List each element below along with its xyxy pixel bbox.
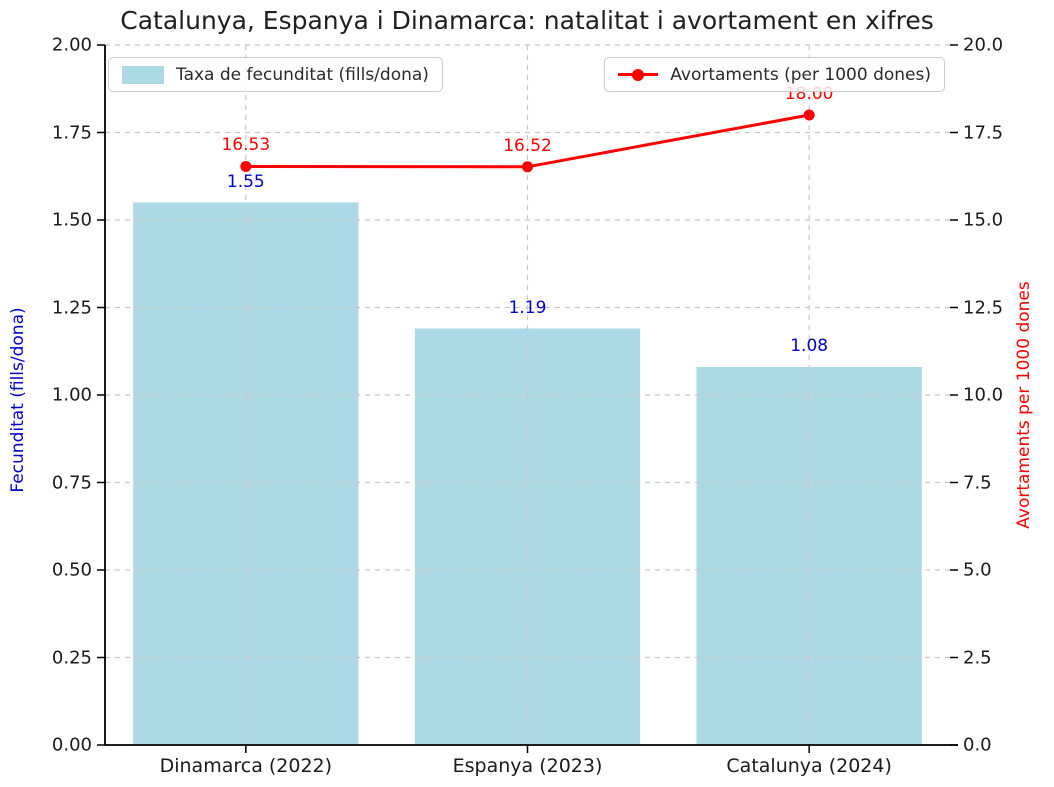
left-tick-label: 0.25 [51,647,92,668]
line-value-label: 16.53 [221,135,271,156]
category-label: Dinamarca (2022) [159,755,333,777]
right-tick-label: 20.0 [963,34,1004,56]
right-axis-title: Avortaments per 1000 dones [1014,281,1034,529]
left-axis-title: Fecunditat (fills/dona) [8,307,28,493]
right-tick-label: 2.5 [963,647,992,668]
line-marker [522,161,533,173]
left-tick-label: 0.50 [51,559,92,581]
right-tick-label: 0.0 [963,734,992,756]
legend-fecunditat-label: Taxa de fecunditat (fills/dona) [176,64,429,85]
legend-avortaments-label: Avortaments (per 1000 dones) [670,64,931,85]
right-tick-label: 15.0 [963,209,1004,231]
line-value-label: 16.52 [503,135,552,156]
bar [133,202,359,745]
bar-value-label: 1.19 [508,297,547,318]
left-tick-label: 2.00 [51,34,92,56]
right-tick-label: 12.5 [963,297,1004,318]
left-tick-label: 1.50 [51,209,92,231]
bar-value-label: 1.08 [790,336,829,356]
right-tick-label: 7.5 [963,472,992,493]
bar-value-label: 1.55 [226,171,265,192]
legend-fecunditat: Taxa de fecunditat (fills/dona) [108,57,443,92]
category-label: Espanya (2023) [452,755,603,777]
category-label: Catalunya (2024) [726,755,892,777]
left-tick-label: 1.25 [51,297,92,318]
right-tick-label: 10.0 [963,384,1004,406]
left-tick-label: 1.00 [51,384,92,406]
left-tick-label: 1.75 [51,122,92,143]
right-tick-label: 5.0 [963,559,992,581]
chart-title: Catalunya, Espanya i Dinamarca: natalita… [120,6,934,35]
legend-line-marker [632,68,645,81]
line-marker [803,109,815,121]
left-tick-label: 0.75 [51,472,92,493]
legend-avortaments: Avortaments (per 1000 dones) [604,57,945,92]
line-dot-icon [618,68,659,81]
right-tick-label: 17.5 [963,122,1004,143]
line-marker [240,160,252,172]
bar-swatch-icon [122,65,164,84]
left-tick-label: 0.00 [51,734,92,756]
